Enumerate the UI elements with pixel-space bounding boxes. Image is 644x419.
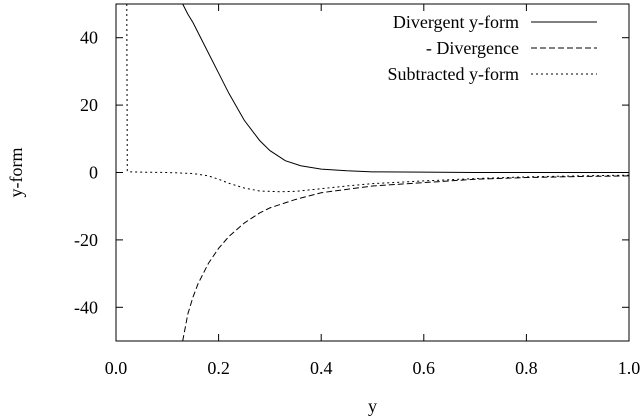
series-lines xyxy=(126,4,629,341)
legend-label: Divergent y-form xyxy=(393,12,519,32)
y-tick-label: 20 xyxy=(80,95,98,115)
x-tick-label: 0.8 xyxy=(515,358,538,378)
series-line-1 xyxy=(182,4,629,173)
x-tick-label: 0.6 xyxy=(413,358,436,378)
y-tick-label: 0 xyxy=(89,163,98,183)
x-tick-label: 0.0 xyxy=(105,358,128,378)
axis-tick-labels: 0.0 0.2 0.4 0.6 0.8 1.0 -40 -20 0 20 40 xyxy=(74,28,640,378)
legend-label: - Divergence xyxy=(426,38,519,58)
x-tick-label: 0.4 xyxy=(310,358,333,378)
series-line-3 xyxy=(126,4,629,193)
y-tick-label: -40 xyxy=(74,297,98,317)
series-line-2 xyxy=(182,175,629,341)
y-tick-label: -20 xyxy=(74,230,98,250)
y-tick-label: 40 xyxy=(80,28,98,48)
x-tick-label: 0.2 xyxy=(207,358,230,378)
x-axis-label: y xyxy=(368,396,377,416)
legend-label: Subtracted y-form xyxy=(388,64,519,84)
legend: Divergent y-form - Divergence Subtracted y… xyxy=(388,12,597,84)
y-axis-label: y-form xyxy=(6,148,26,198)
axis-ticks xyxy=(115,4,630,341)
x-tick-label: 1.0 xyxy=(618,358,641,378)
